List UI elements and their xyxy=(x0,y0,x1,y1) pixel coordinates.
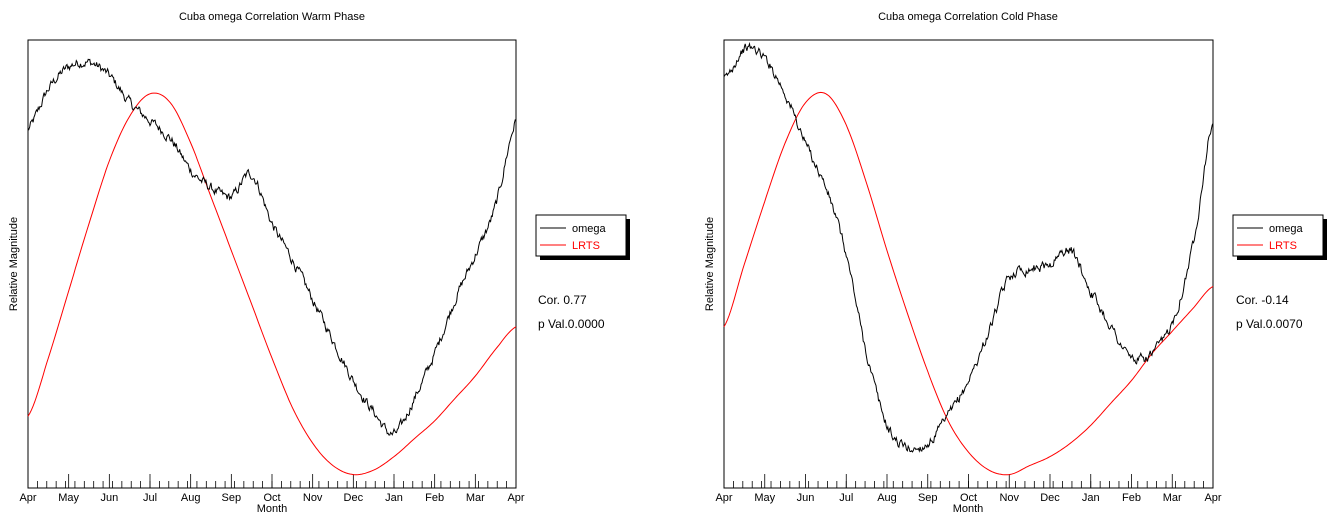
x-tick-label: May xyxy=(58,492,79,504)
legend: omega LRTS xyxy=(1232,214,1327,260)
p-value: p Val.0.0000 xyxy=(538,317,605,331)
x-tick-label: Apr xyxy=(715,492,732,504)
x-tick-label: Dec xyxy=(1040,492,1060,504)
p-value: p Val.0.0070 xyxy=(1236,317,1303,331)
x-tick-label: Jan xyxy=(1082,492,1100,504)
x-tick-label: Feb xyxy=(1122,492,1141,504)
chart-panel-warm: Cuba omega Correlation Warm Phase Apr Ma… xyxy=(8,11,630,515)
legend-label-lrts: LRTS xyxy=(1269,240,1297,252)
x-axis-label: Month xyxy=(953,503,984,515)
x-axis-label: Month xyxy=(257,503,288,515)
x-ticks xyxy=(723,474,1214,488)
x-tick-label: Jun xyxy=(797,492,815,504)
x-tick-label: Sep xyxy=(918,492,938,504)
legend-box xyxy=(535,214,627,257)
x-tick-label: Jul xyxy=(143,492,157,504)
x-tick-label: Aug xyxy=(181,492,201,504)
x-tick-label: Jun xyxy=(100,492,118,504)
x-tick-label: Jul xyxy=(839,492,853,504)
series-line-lrts xyxy=(27,92,517,476)
y-axis-label: Relative Magnitude xyxy=(704,217,716,311)
legend-label-omega: omega xyxy=(1269,223,1304,235)
x-ticks xyxy=(27,474,517,488)
x-tick-label: Mar xyxy=(1163,492,1182,504)
x-tick-label: Apr xyxy=(1204,492,1221,504)
x-tick-label: Dec xyxy=(344,492,364,504)
x-tick-labels: Apr May Jun Jul Aug Sep Oct Nov Dec Jan … xyxy=(715,492,1221,504)
legend-box xyxy=(1232,214,1324,257)
plot-frame xyxy=(27,39,517,489)
correlation-value: Cor. -0.14 xyxy=(1236,293,1289,307)
legend-label-lrts: LRTS xyxy=(572,240,600,252)
x-tick-label: Feb xyxy=(425,492,444,504)
x-tick-label: Apr xyxy=(507,492,524,504)
x-tick-label: Apr xyxy=(19,492,36,504)
x-tick-label: Oct xyxy=(263,492,280,504)
x-tick-label: Nov xyxy=(303,492,323,504)
chart-panel-cold: Cuba omega Correlation Cold Phase Apr Ma… xyxy=(704,11,1327,515)
x-tick-label: Nov xyxy=(999,492,1019,504)
series-line-lrts xyxy=(723,91,1214,476)
x-tick-label: Jan xyxy=(385,492,403,504)
x-tick-label: Sep xyxy=(222,492,242,504)
series-line-omega xyxy=(27,58,517,436)
chart-title: Cuba omega Correlation Warm Phase xyxy=(179,11,365,23)
plot-frame xyxy=(723,39,1214,489)
x-tick-labels: Apr May Jun Jul Aug Sep Oct Nov Dec Jan … xyxy=(19,492,524,504)
legend-label-omega: omega xyxy=(572,223,607,235)
x-tick-label: Aug xyxy=(877,492,897,504)
x-tick-label: Mar xyxy=(466,492,485,504)
y-axis-label: Relative Magnitude xyxy=(8,217,20,311)
correlation-value: Cor. 0.77 xyxy=(538,293,587,307)
x-tick-label: Oct xyxy=(960,492,977,504)
legend: omega LRTS xyxy=(535,214,630,260)
series-line-omega xyxy=(723,41,1214,453)
chart-title: Cuba omega Correlation Cold Phase xyxy=(878,11,1058,23)
x-tick-label: May xyxy=(754,492,775,504)
